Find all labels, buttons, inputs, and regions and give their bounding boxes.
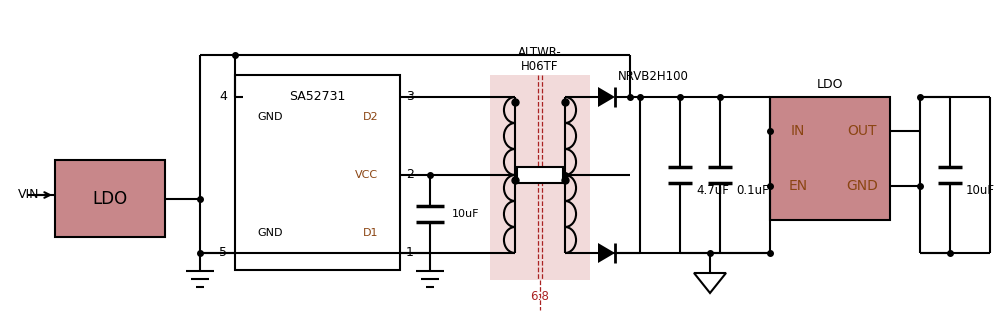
- Text: GND: GND: [846, 179, 878, 192]
- Polygon shape: [598, 243, 615, 263]
- Text: GND: GND: [257, 228, 283, 238]
- Text: OUT: OUT: [847, 125, 877, 138]
- Text: 1: 1: [406, 246, 414, 259]
- Text: 4.7uF: 4.7uF: [696, 184, 729, 197]
- Bar: [235, 75, 400, 270]
- Text: 3: 3: [406, 90, 414, 104]
- Text: GND: GND: [257, 112, 283, 122]
- Text: D2: D2: [362, 112, 378, 122]
- Text: 6:8: 6:8: [531, 289, 549, 302]
- Bar: [517, 167, 563, 183]
- Text: 2: 2: [406, 168, 414, 181]
- Bar: [490, 75, 590, 280]
- Bar: [55, 160, 165, 237]
- Text: VIN: VIN: [18, 189, 40, 202]
- Text: SA52731: SA52731: [289, 90, 346, 104]
- Bar: [770, 97, 890, 220]
- Polygon shape: [598, 87, 615, 107]
- Text: H06TF: H06TF: [521, 59, 559, 72]
- Text: EN: EN: [788, 179, 808, 192]
- Text: VCC: VCC: [355, 170, 378, 180]
- Text: 5: 5: [219, 246, 227, 259]
- Text: NRVB2H100: NRVB2H100: [618, 70, 689, 83]
- Text: 10uF: 10uF: [452, 209, 480, 219]
- Text: IN: IN: [791, 125, 805, 138]
- Text: LDO: LDO: [817, 78, 843, 92]
- Text: 0.1uF: 0.1uF: [736, 184, 769, 197]
- Text: D1: D1: [362, 228, 378, 238]
- Text: ALTWR-: ALTWR-: [518, 46, 562, 59]
- Text: 4: 4: [219, 90, 227, 104]
- Text: LDO: LDO: [92, 190, 128, 208]
- Text: 10uF: 10uF: [966, 184, 995, 197]
- Polygon shape: [694, 273, 726, 293]
